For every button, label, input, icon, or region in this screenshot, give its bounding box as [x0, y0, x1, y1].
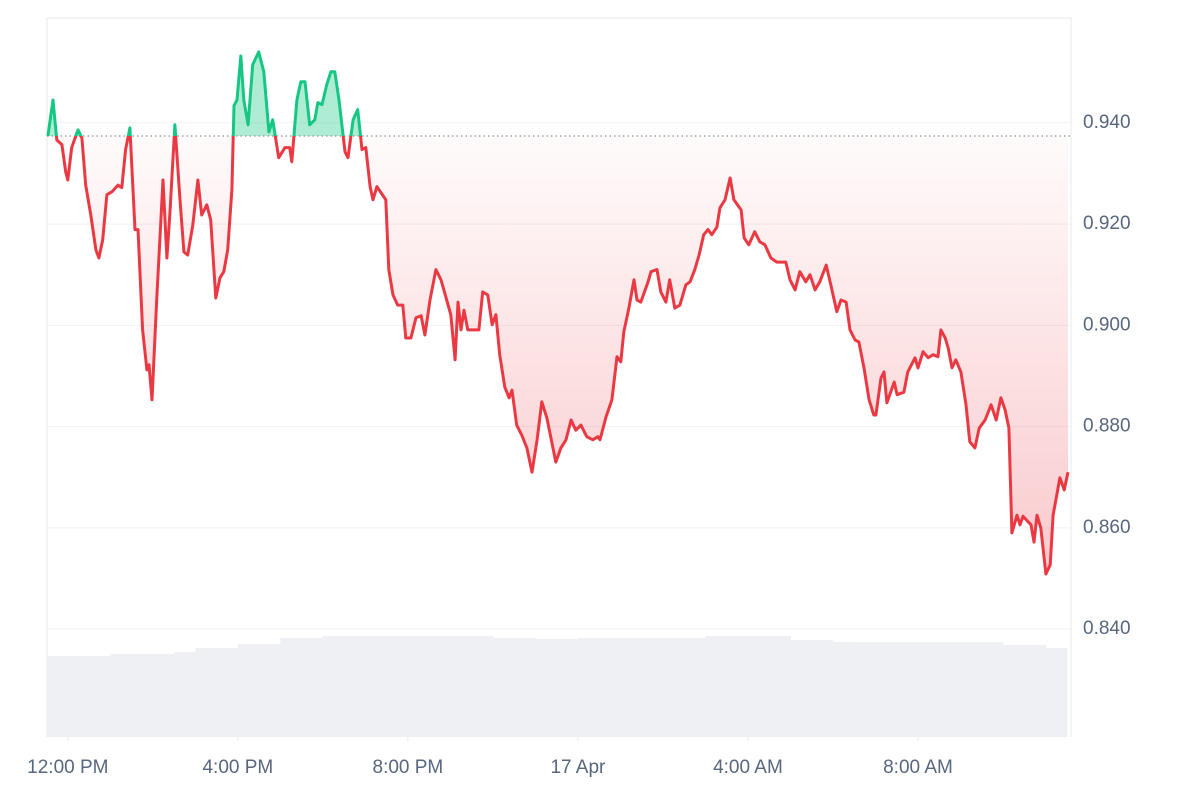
volume-bar	[790, 640, 813, 737]
volume-bar	[1045, 647, 1068, 737]
volume-bar	[301, 638, 324, 737]
volume-bar	[344, 635, 366, 737]
volume-bar	[599, 638, 621, 737]
volume-bar	[514, 638, 536, 737]
volume-bar	[407, 635, 430, 737]
y-tick-label: 0.840	[1083, 618, 1131, 639]
volume-bar	[556, 638, 579, 737]
volume-bar	[981, 641, 1004, 737]
volume-bar	[131, 653, 154, 737]
volume-bar	[280, 638, 303, 737]
price-line	[46, 50, 1070, 576]
volume-bar	[705, 635, 728, 737]
volume-bar	[875, 641, 898, 737]
y-tick-label: 0.880	[1083, 416, 1131, 437]
volume-bar	[577, 638, 600, 737]
volume-bar	[67, 656, 90, 737]
volume-bar	[492, 638, 515, 737]
volume-bar	[471, 635, 494, 737]
volume-bar	[322, 635, 345, 737]
volume-bar	[47, 656, 69, 737]
area-fill	[47, 51, 1068, 574]
volume-bar	[832, 641, 855, 737]
y-tick-label: 0.900	[1083, 314, 1131, 335]
volume-bar	[662, 638, 685, 737]
volume-bar	[939, 641, 961, 737]
volume-bar	[174, 652, 196, 737]
volume-bar	[896, 641, 919, 737]
volume-bar	[960, 641, 983, 737]
volume-bar	[1024, 644, 1046, 737]
volume-bar	[259, 644, 281, 737]
volume-bar	[1002, 644, 1025, 737]
volume-bar	[237, 644, 260, 737]
volume-bar	[195, 647, 218, 737]
x-tick-label: 4:00 PM	[202, 757, 273, 778]
volume-bar	[535, 638, 558, 737]
volume-bar	[726, 635, 749, 737]
volume-bar	[811, 640, 834, 737]
volume-bar	[620, 638, 643, 737]
volume-bar	[684, 638, 706, 737]
volume-bar	[917, 641, 940, 737]
volume-bar	[769, 635, 791, 737]
volume-bar	[450, 635, 473, 737]
volume-bar	[854, 641, 876, 737]
volume-bar	[429, 635, 451, 737]
y-tick-label: 0.940	[1083, 112, 1131, 133]
x-tick-label: 4:00 AM	[713, 757, 783, 778]
volume-bar	[152, 653, 175, 737]
volume-bar	[747, 635, 770, 737]
volume-bar	[216, 647, 239, 737]
volume-bar	[110, 653, 133, 737]
x-tick-label: 8:00 AM	[883, 757, 953, 778]
y-tick-label: 0.920	[1083, 213, 1131, 234]
volume-bar	[365, 635, 388, 737]
x-tick-label: 17 Apr	[550, 757, 606, 778]
volume-bar	[386, 635, 409, 737]
x-tick-label: 12:00 PM	[27, 757, 108, 778]
volume-group	[47, 635, 1068, 737]
x-tick-label: 8:00 PM	[373, 757, 444, 778]
y-tick-label: 0.860	[1083, 517, 1131, 538]
volume-bar	[89, 656, 111, 737]
volume-bar	[641, 638, 664, 737]
